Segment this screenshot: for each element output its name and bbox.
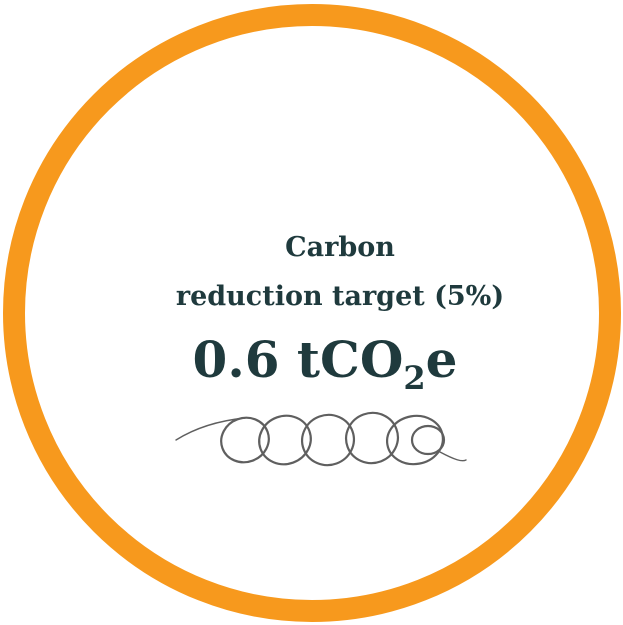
value-suffix: e xyxy=(426,330,458,389)
value-main: 0.6 tCO xyxy=(193,330,404,389)
ring xyxy=(3,4,621,622)
scribble xyxy=(175,411,467,467)
value: 0.6 tCO2e xyxy=(193,330,458,397)
title-line: reduction target (5%) xyxy=(176,281,504,312)
title-line: Carbon xyxy=(285,232,395,263)
value-subscript: 2 xyxy=(403,359,425,397)
